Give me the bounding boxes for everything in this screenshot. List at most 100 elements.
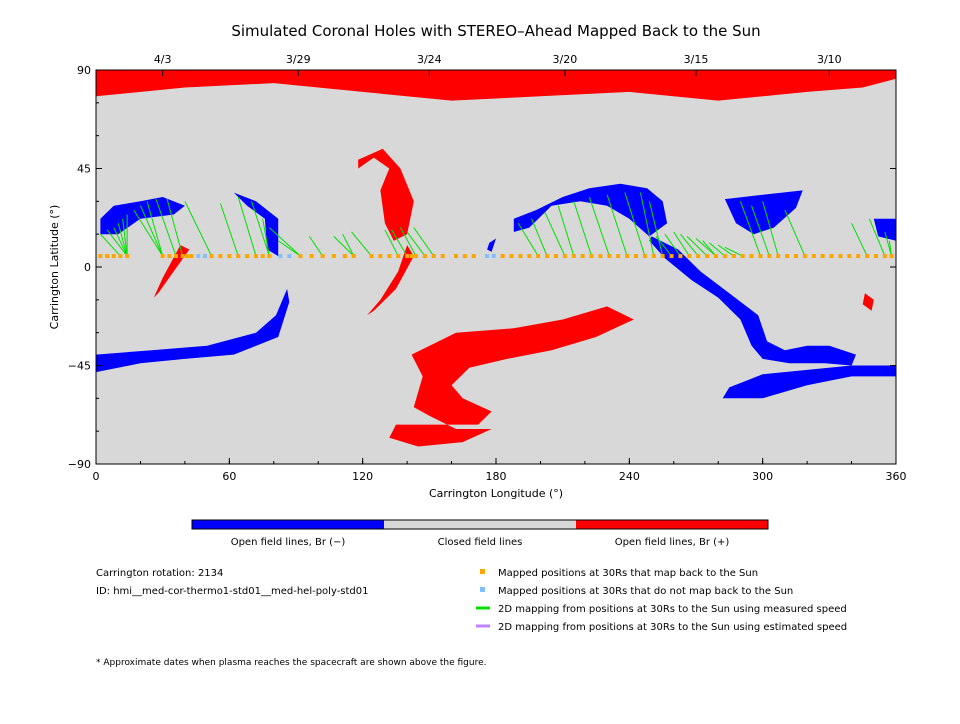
colorbar-label-0: Open field lines, Br (−) [231,537,346,548]
legend-swatch-1 [480,587,485,592]
mapped-back-point-15 [245,254,250,259]
mapping-line-3 [117,223,128,257]
y-tick-label-0: 90 [77,64,91,77]
mapped-back-point-65 [740,254,745,259]
date-tick-label-1: 3/29 [286,53,311,66]
mapping-line-22 [384,229,399,257]
mapping-line-35 [639,192,655,257]
mapped-back-point-43 [545,254,550,259]
mapped-back-point-8 [180,254,185,259]
mapped-back-point-20 [309,254,314,259]
mapped-back-point-57 [669,254,674,259]
mapped-back-point-44 [554,254,558,259]
positive-open-region-3 [153,245,190,298]
mapped-back-point-1 [105,254,110,259]
mapped-back-point-79 [865,254,870,259]
mapped-back-point-29 [405,254,410,259]
mapping-line-23 [391,229,408,257]
mapped-back-point-31 [414,254,418,259]
mapped-back-point-34 [440,254,445,259]
mapping-line-39 [673,231,690,257]
negative-open-region-11 [724,190,803,235]
mapped-back-point-10 [189,254,194,259]
footnote: * Approximate dates when plasma reaches … [96,658,487,668]
x-tick-label-1: 60 [222,470,236,483]
mapping-line-31 [573,201,593,257]
mapped-back-point-48 [589,254,594,259]
mapped-back-point-7 [174,254,178,259]
mapping-line-28 [531,218,548,257]
mapping-line-2 [113,227,128,257]
mapping-line-18 [308,236,324,257]
mapped-back-point-39 [509,254,514,259]
date-tick-label-4: 3/15 [684,53,709,66]
not-mapped-back-point-4 [485,254,490,259]
x-tick-label-0: 0 [93,470,100,483]
mapping-line-11 [184,201,213,257]
mapped-back-point-58 [678,254,683,259]
x-tick-label-4: 240 [619,470,640,483]
mapped-back-point-14 [236,254,241,259]
mapped-back-point-59 [687,254,692,259]
x-axis-label: Carrington Longitude (°) [429,487,563,500]
date-tick-label-5: 3/10 [817,53,842,66]
mapping-line-29 [544,212,566,257]
mapped-back-point-11 [209,254,214,259]
positive-open-region-0 [96,70,896,101]
mapping-line-13 [237,196,257,257]
mapped-back-point-60 [696,254,701,259]
mapping-line-45 [717,244,735,257]
mapping-line-49 [762,201,779,257]
mapping-line-25 [406,231,426,257]
mapped-back-point-50 [607,254,612,259]
negative-open-region-6 [100,197,185,235]
mapping-line-48 [751,205,770,257]
mapped-back-point-81 [882,254,887,259]
mapping-line-37 [655,236,672,257]
not-mapped-back-point-1 [202,254,207,259]
negative-open-region-10 [649,236,856,366]
mapped-back-point-75 [829,254,834,259]
mapped-back-point-82 [889,254,894,259]
mapping-line-42 [695,238,717,257]
negative-open-region-9 [513,183,668,237]
mapped-back-point-4 [125,254,130,259]
colorbar-segment-2 [576,520,768,529]
y-tick-label-2: 0 [84,261,91,274]
negative-open-region-7 [233,192,279,257]
mapping-line-0 [100,233,121,257]
mapped-back-point-13 [227,254,232,259]
mapping-line-43 [702,240,717,257]
not-mapped-back-point-0 [196,254,201,259]
mapped-back-point-46 [571,254,576,259]
mapping-line-40 [680,233,699,257]
mapped-back-point-38 [500,254,505,259]
colorbar-label-1: Closed field lines [438,537,523,548]
colorbar-segment-1 [384,520,576,529]
x-tick-label-3: 180 [486,470,507,483]
mapping-line-17 [277,240,301,257]
x-tick-label-6: 360 [886,470,907,483]
mapping-line-41 [686,235,708,257]
mapped-back-point-45 [562,254,567,259]
negative-open-region-8 [96,288,290,373]
mapping-line-8 [146,201,164,257]
mapped-back-point-62 [714,254,718,259]
date-tick-label-2: 3/24 [417,53,442,66]
positive-open-region-5 [862,293,874,311]
negative-open-region-14 [487,238,496,252]
x-tick-label-2: 120 [352,470,373,483]
chart-title: Simulated Coronal Holes with STEREO–Ahea… [231,22,760,40]
mapped-back-point-22 [331,254,336,259]
mapped-back-point-33 [431,254,436,259]
legend-label-2: 2D mapping from positions at 30Rs to the… [498,604,847,615]
colorbar-segment-0 [192,520,384,529]
date-tick-label-3: 3/20 [553,53,578,66]
colorbar-label-2: Open field lines, Br (+) [615,537,730,548]
mapped-back-point-67 [758,254,763,259]
mapped-back-point-74 [820,254,825,259]
mapped-back-point-26 [378,254,383,259]
mapped-back-point-76 [838,254,843,259]
y-tick-label-1: 45 [77,163,91,176]
